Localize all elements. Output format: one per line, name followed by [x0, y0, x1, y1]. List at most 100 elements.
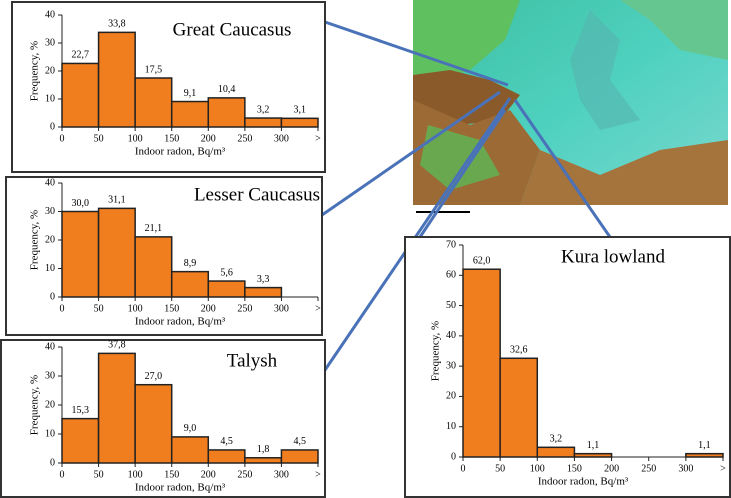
- x-tick-label: 100: [128, 303, 143, 314]
- figure: 22,733,817,59,110,43,23,1010203040050100…: [0, 0, 731, 498]
- y-tick-label: 40: [45, 9, 55, 20]
- bar: [62, 212, 99, 298]
- x-tick-label: 0: [60, 469, 65, 480]
- value-label: 30,0: [72, 198, 90, 209]
- y-tick-label: 0: [50, 457, 55, 468]
- y-tick-label: 60: [446, 270, 456, 281]
- value-label: 22,7: [72, 50, 90, 61]
- value-label: 10,4: [218, 84, 236, 95]
- x-tick-label: 150: [164, 133, 179, 144]
- y-tick-label: 0: [50, 291, 55, 302]
- value-label: 15,3: [72, 405, 90, 416]
- page: {"chart_data": [ {"type": "histogram", "…: [0, 0, 731, 498]
- chart-title: Great Caucasus: [173, 19, 292, 40]
- x-axis-label: Indoor radon, Bq/m³: [135, 146, 226, 158]
- x-tick-label: 0: [461, 463, 466, 474]
- y-tick-label: 70: [446, 239, 456, 250]
- y-tick-label: 20: [45, 234, 55, 245]
- x-tick-label: 50: [94, 133, 104, 144]
- y-axis-label: Frequency, %: [29, 41, 41, 101]
- value-label: 1,1: [587, 440, 600, 451]
- bar: [62, 419, 99, 463]
- x-tick-label: 50: [94, 469, 104, 480]
- bar: [537, 447, 574, 457]
- y-tick-label: 10: [446, 421, 456, 432]
- y-tick-label: 20: [45, 65, 55, 76]
- x-tick-label: 250: [237, 469, 252, 480]
- value-label: 5,6: [220, 267, 233, 278]
- x-tick-label: >: [315, 133, 321, 144]
- x-tick-label: 0: [60, 133, 65, 144]
- x-tick-label: 200: [201, 303, 216, 314]
- x-axis-label: Indoor radon, Bq/m³: [538, 476, 629, 488]
- bar: [99, 208, 136, 297]
- value-label: 4,5: [293, 436, 306, 447]
- x-tick-label: 250: [237, 133, 252, 144]
- x-tick-label: 200: [201, 469, 216, 480]
- x-tick-label: 250: [641, 463, 656, 474]
- bar: [463, 269, 500, 457]
- bar: [208, 98, 245, 127]
- value-label: 31,1: [108, 195, 126, 206]
- y-axis-label: Frequency, %: [29, 210, 41, 270]
- x-axis-label: Indoor radon, Bq/m³: [135, 482, 226, 494]
- value-label: 3,1: [293, 105, 306, 116]
- value-label: 9,1: [184, 88, 197, 99]
- value-label: 3,2: [257, 104, 270, 115]
- x-tick-label: 250: [237, 303, 252, 314]
- y-tick-label: 20: [45, 399, 55, 410]
- y-tick-label: 30: [45, 37, 55, 48]
- x-tick-label: >: [720, 463, 726, 474]
- bar: [172, 437, 209, 463]
- bar: [135, 237, 172, 297]
- bar: [245, 458, 282, 463]
- bar: [245, 118, 282, 127]
- x-tick-label: 100: [128, 133, 143, 144]
- value-label: 62,0: [473, 256, 491, 267]
- value-label: 17,5: [145, 64, 163, 75]
- bar: [99, 353, 136, 463]
- y-axis-label: Frequency, %: [29, 375, 41, 435]
- x-tick-label: 150: [164, 469, 179, 480]
- bar: [500, 358, 537, 457]
- y-tick-label: 40: [45, 177, 55, 188]
- chart-title: Lesser Caucasus: [194, 184, 320, 205]
- x-tick-label: 50: [495, 463, 505, 474]
- x-tick-label: 150: [567, 463, 582, 474]
- bar: [208, 281, 245, 297]
- chart-title: Kura lowland: [561, 246, 665, 267]
- value-label: 4,5: [220, 436, 233, 447]
- x-tick-label: 200: [201, 133, 216, 144]
- y-tick-label: 10: [45, 93, 55, 104]
- y-tick-label: 10: [45, 263, 55, 274]
- x-tick-label: 300: [678, 463, 693, 474]
- y-tick-label: 50: [446, 300, 456, 311]
- bar: [245, 288, 282, 297]
- bar: [281, 450, 318, 463]
- x-tick-label: 50: [94, 303, 104, 314]
- bar: [135, 385, 172, 463]
- x-tick-label: 300: [274, 303, 289, 314]
- bar: [208, 450, 245, 463]
- y-axis-label: Frequency, %: [430, 321, 442, 381]
- y-tick-label: 30: [446, 360, 456, 371]
- y-tick-label: 10: [45, 428, 55, 439]
- chart-title: Talysh: [227, 350, 278, 371]
- x-tick-label: >: [315, 303, 321, 314]
- bar: [99, 32, 136, 127]
- bar: [172, 272, 209, 297]
- value-label: 37,8: [108, 340, 126, 351]
- y-tick-label: 0: [50, 121, 55, 132]
- y-tick-label: 40: [45, 341, 55, 352]
- x-tick-label: 300: [274, 469, 289, 480]
- value-label: 33,8: [108, 19, 126, 30]
- y-tick-label: 30: [45, 370, 55, 381]
- x-axis-label: Indoor radon, Bq/m³: [135, 316, 226, 328]
- y-tick-label: 40: [446, 330, 456, 341]
- bar: [172, 102, 209, 127]
- x-tick-label: 150: [164, 303, 179, 314]
- bar: [135, 78, 172, 127]
- x-tick-label: 100: [128, 469, 143, 480]
- value-label: 1,8: [257, 444, 270, 455]
- y-tick-label: 30: [45, 206, 55, 217]
